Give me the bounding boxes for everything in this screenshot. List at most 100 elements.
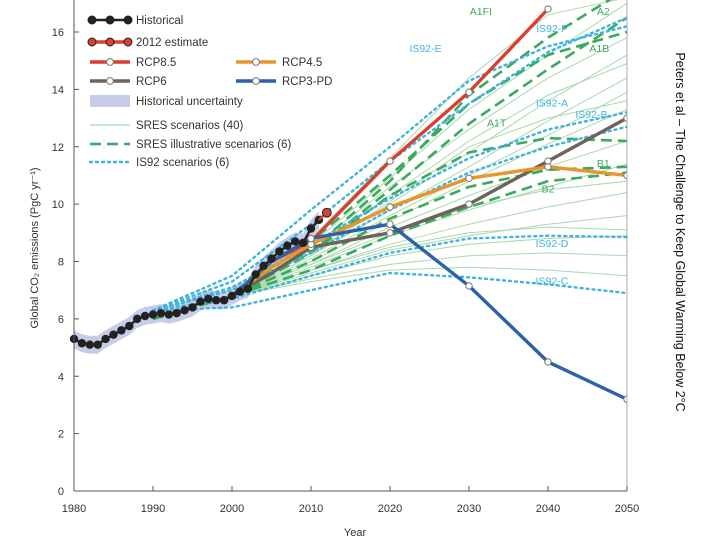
legend-marker [105, 37, 115, 47]
historical-point [140, 311, 150, 321]
historical-point [267, 254, 276, 263]
historical-point [101, 334, 110, 344]
is92-c-line [151, 271, 627, 312]
annotation-is92-c: IS92-C [536, 275, 569, 287]
legend-marker [123, 15, 133, 25]
y-tick-label: 16 [52, 27, 64, 39]
historical-point [164, 310, 173, 319]
annotation-is92-f: IS92-F [536, 23, 568, 35]
x-tick-label: 2010 [299, 503, 323, 515]
historical-series [69, 207, 332, 349]
legend-label: SRES scenarios (40) [136, 120, 244, 132]
historical-point [109, 330, 118, 339]
x-tick-label: 2050 [615, 503, 639, 515]
legend-marker [87, 37, 97, 47]
legend-marker [123, 37, 133, 47]
y-tick-label: 4 [58, 371, 64, 383]
rcp85-marker [386, 157, 394, 165]
rcp85-marker [465, 88, 473, 96]
x-tick-label: 2000 [220, 503, 244, 515]
x-axis-label: Year [344, 527, 367, 539]
is92-a-line [151, 111, 627, 312]
historical-point [188, 303, 197, 312]
y-tick-label: 10 [52, 199, 64, 211]
historical-point [85, 340, 95, 349]
historical-point [283, 241, 292, 250]
annotation-is92-d: IS92-D [536, 238, 569, 250]
legend-label: RCP4.5 [282, 57, 322, 69]
annotation-is92-a: IS92-A [536, 98, 568, 110]
rcp45-marker [544, 163, 552, 171]
y-tick-label: 14 [52, 84, 64, 96]
rcp6-marker [386, 229, 394, 237]
legend: Historical 2012 estimate RCP8.5 RCP4.5 RCP6 R… [84, 8, 332, 169]
annotation-a2: A2 [597, 6, 610, 18]
historical-point [227, 291, 237, 301]
historical-point [77, 339, 87, 348]
annotation-a1b: A1B [589, 43, 609, 55]
annotation-a1fi: A1FI [470, 6, 492, 18]
historical-point [291, 237, 300, 246]
annotation-a1t: A1T [487, 118, 507, 130]
rcp45-marker [386, 203, 394, 211]
historical-point [117, 326, 126, 335]
historical-point [219, 296, 229, 305]
annotation-is92-e: IS92-E [409, 43, 441, 55]
sres-ill-b2 [152, 171, 627, 321]
historical-point [125, 321, 134, 331]
is92-e-line [151, 25, 627, 312]
rcp3pd-marker [544, 358, 552, 366]
historical-point [148, 310, 158, 319]
x-tick-label: 1990 [141, 503, 165, 515]
axes [73, 0, 628, 492]
rcp3pd-marker [307, 234, 315, 243]
historical-point [156, 308, 166, 318]
historical-point [275, 247, 284, 256]
historical-line [73, 219, 320, 346]
legend-background [84, 8, 294, 168]
historical-point [93, 340, 102, 349]
estimate-2012-point [321, 207, 332, 218]
historical-point [259, 261, 268, 271]
historical-point [133, 314, 142, 324]
sres-ill-a1b [152, 30, 627, 321]
historical-point [251, 270, 260, 279]
x-tick-label: 1980 [62, 503, 86, 515]
legend-label: Historical uncertainty [136, 96, 243, 108]
rcp85-marker [544, 5, 552, 13]
rcp3pd-marker [386, 220, 394, 228]
legend-marker [106, 77, 114, 85]
historical-point [180, 306, 189, 315]
legend-marker [106, 58, 114, 66]
sres-ill-a1fi [152, 0, 612, 321]
legend-label: RCP8.5 [136, 57, 176, 69]
legend-label: IS92 scenarios (6) [136, 157, 229, 169]
rcp3pd-marker [465, 282, 473, 290]
x-tick-label: 2020 [378, 503, 402, 515]
y-tick-label: 2 [58, 429, 64, 441]
side-caption: Peters et al – The Challenge to Keep Glo… [673, 52, 687, 411]
rcp6-marker [465, 200, 473, 208]
legend-marker [252, 77, 260, 85]
y-tick-label: 6 [58, 314, 64, 326]
annotation-b2: B2 [542, 184, 555, 196]
historical-point [243, 284, 252, 293]
legend-label: RCP3-PD [282, 76, 332, 88]
historical-point [298, 238, 308, 248]
historical-point [204, 294, 213, 303]
historical-point [196, 297, 205, 306]
annotations: A1FI A2 IS92-F IS92-E A1B IS92-A IS92-B A1T B1 B2… [409, 6, 609, 288]
ticks: 1980 1990 2000 2010 2020 2030 2040 2050 0 2 4 6 8 10 1… [52, 27, 639, 515]
legend-label: 2012 estimate [136, 37, 208, 49]
sres-ill-b1 [152, 165, 627, 321]
historical-point [235, 287, 245, 296]
y-tick-label: 8 [58, 257, 64, 269]
annotation-is92-b: IS92-B [575, 109, 607, 121]
x-tick-label: 2030 [457, 503, 481, 515]
annotation-b1: B1 [597, 158, 610, 170]
legend-label: SRES illustrative scenarios (6) [136, 139, 291, 151]
legend-swatch-uncertainty [90, 95, 130, 107]
rcp45-marker [465, 174, 473, 183]
legend-label: RCP6 [136, 76, 167, 88]
